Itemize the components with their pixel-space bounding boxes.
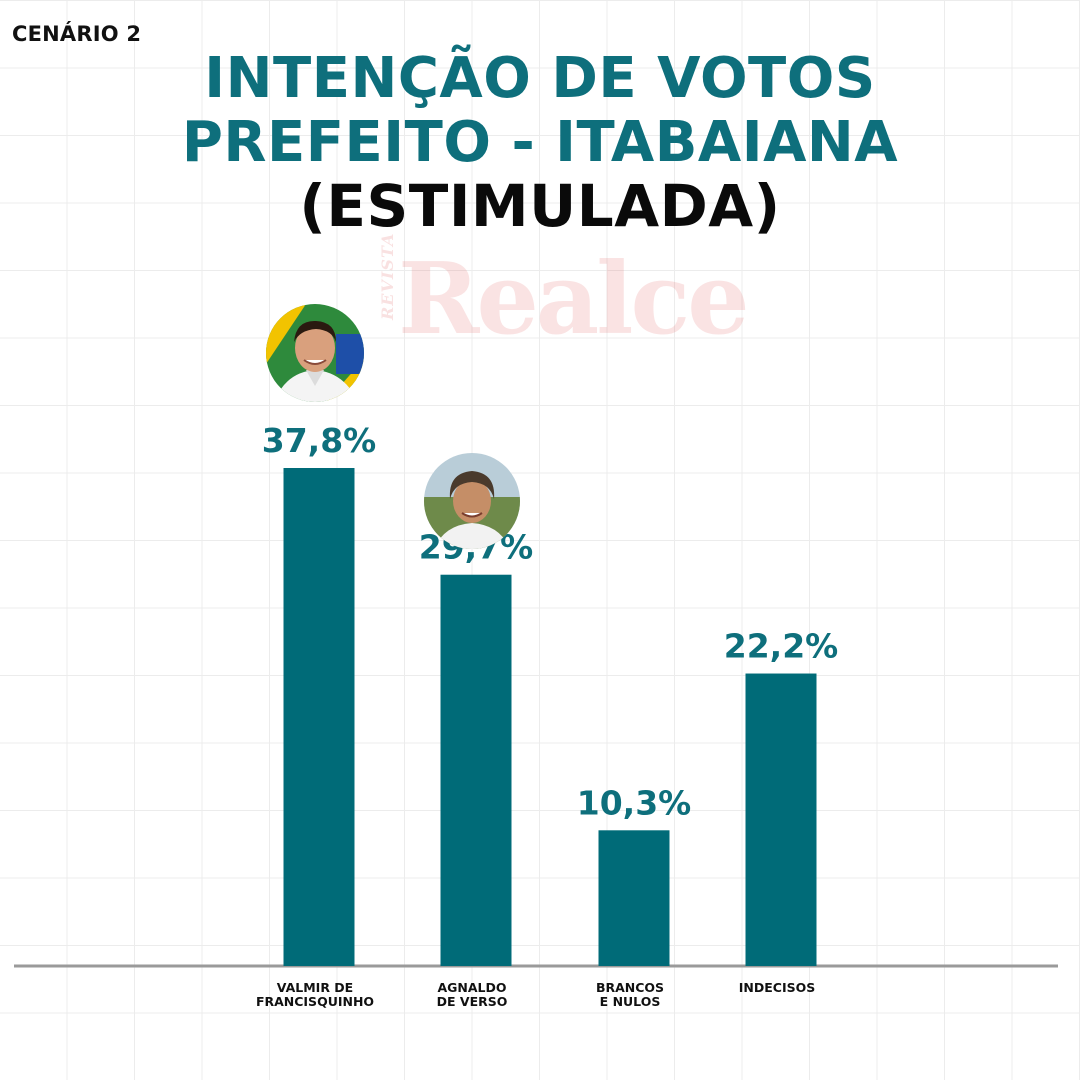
- watermark-logo: REVISTA Realce: [378, 233, 750, 365]
- scenario-label: CENÁRIO 2: [12, 22, 142, 46]
- value-label-0: 37,8%: [262, 421, 377, 460]
- candidate-photo-valmir: [266, 304, 364, 402]
- bar-0: [283, 468, 355, 966]
- bar-2: [598, 830, 670, 966]
- watermark-brand-text: Realce: [398, 242, 750, 357]
- category-label-1: AGNALDO DE VERSO: [437, 980, 508, 1009]
- bar-1: [440, 574, 512, 966]
- value-label-2: 10,3%: [577, 783, 692, 822]
- chart-title-line3: (ESTIMULADA): [299, 172, 781, 240]
- category-label-0: VALMIR DE FRANCISQUINHO: [256, 980, 374, 1009]
- bar-3: [745, 673, 817, 966]
- chart-title-line2: PREFEITO - ITABAIANA: [181, 110, 899, 175]
- category-label-3: INDECISOS: [739, 980, 815, 995]
- category-label-2: BRANCOS E NULOS: [596, 980, 664, 1009]
- value-label-3: 22,2%: [724, 627, 839, 666]
- candidate-photo-agnaldo: [424, 453, 520, 549]
- chart-title-line1: INTENÇÃO DE VOTOS: [204, 46, 876, 111]
